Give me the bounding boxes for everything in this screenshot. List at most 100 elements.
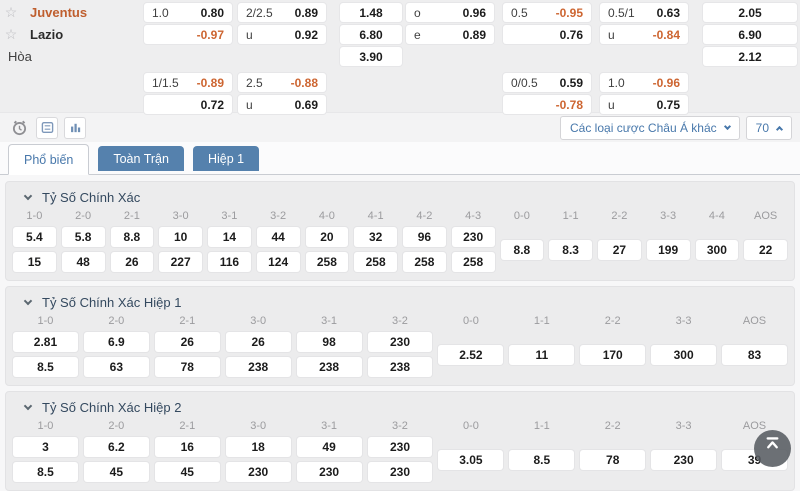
odds-cell[interactable]: 170 [580, 344, 646, 365]
odds-cell[interactable]: 199 [646, 239, 690, 260]
odds-cell[interactable]: 230 [367, 437, 433, 457]
score-column-header: 1-0 [37, 315, 54, 327]
odds-cell[interactable]: 1.0 0.80 [144, 3, 232, 22]
odds-cell[interactable]: 2.81 [13, 332, 78, 352]
odds-cell[interactable]: 96 [403, 227, 446, 247]
odds-cell[interactable]: 238 [225, 357, 291, 377]
odds-cell[interactable]: 49 [296, 437, 362, 457]
odds-cell[interactable]: 11 [509, 344, 575, 365]
odds-cell[interactable]: 0.76 [503, 25, 591, 44]
odds-cell[interactable]: 6.2 [83, 437, 149, 457]
odds-cell[interactable]: 230 [651, 449, 717, 470]
section-header[interactable]: Tỷ Số Chính Xác [10, 187, 790, 208]
odds-cell[interactable]: e 0.89 [406, 25, 494, 44]
odds-cell[interactable]: 238 [296, 357, 362, 377]
odds-cell[interactable]: 2.05 [703, 3, 797, 22]
odds-cell[interactable]: 26 [225, 332, 291, 352]
odds-cell[interactable]: u -0.84 [600, 25, 688, 44]
odds-cell[interactable]: 227 [159, 252, 202, 272]
asian-bets-dropdown[interactable]: Các loại cược Châu Á khác [560, 115, 740, 140]
odds-cell[interactable]: 230 [367, 332, 433, 352]
odds-cell[interactable]: 258 [354, 252, 397, 272]
odds-cell[interactable]: 6.9 [83, 332, 149, 352]
odds-cell[interactable]: 300 [651, 344, 717, 365]
odds-cell[interactable]: 45 [83, 462, 149, 482]
odds-cell[interactable]: 15 [13, 252, 56, 272]
odds-cell[interactable]: 63 [83, 357, 149, 377]
odds-cell[interactable]: 230 [225, 462, 291, 482]
odds-cell[interactable]: u 0.92 [238, 25, 326, 44]
odds-cell[interactable]: 26 [110, 252, 154, 272]
star-icon[interactable]: ☆ [4, 26, 18, 42]
odds-cell[interactable]: 5.8 [61, 227, 105, 247]
odds-cell[interactable]: u 0.69 [238, 95, 326, 114]
odds-cell[interactable]: -0.78 [503, 95, 591, 114]
odds-cell[interactable]: 124 [256, 252, 300, 272]
odds-cell[interactable]: 10 [159, 227, 202, 247]
odds-cell[interactable]: 27 [598, 239, 641, 260]
section-header[interactable]: Tỷ Số Chính Xác Hiệp 1 [10, 292, 790, 313]
odds-cell[interactable]: 2/2.5 0.89 [238, 3, 326, 22]
odds-cell[interactable]: 8.5 [13, 357, 78, 377]
odds-cell[interactable]: 18 [225, 437, 291, 457]
odds-cell[interactable]: 230 [367, 462, 433, 482]
odds-cell[interactable]: 78 [154, 357, 220, 377]
odds-cell[interactable]: 230 [451, 227, 495, 247]
alarm-icon[interactable] [8, 117, 30, 139]
odds-cell[interactable]: 14 [208, 227, 251, 247]
odds-cell[interactable]: 3.05 [438, 449, 504, 470]
odds-cell[interactable]: 98 [296, 332, 362, 352]
odds-cell[interactable]: 8.3 [549, 239, 592, 260]
odds-cell[interactable]: 3.90 [340, 47, 402, 66]
tab-hiep-1[interactable]: Hiệp 1 [192, 146, 260, 171]
odds-cell[interactable]: 3 [13, 437, 78, 457]
tab-pho-bien[interactable]: Phổ biến [8, 144, 90, 175]
odds-cell[interactable]: 0.5/1 0.63 [600, 3, 688, 22]
odds-cell[interactable]: 8.8 [500, 239, 544, 260]
odds-cell[interactable]: 1.0 -0.96 [600, 73, 688, 92]
odds-cell[interactable]: 48 [61, 252, 105, 272]
odds-cell[interactable]: 258 [305, 252, 349, 272]
odds-cell[interactable]: 44 [256, 227, 300, 247]
odds-cell[interactable]: 16 [154, 437, 220, 457]
odds-cell[interactable]: u 0.75 [600, 95, 688, 114]
tab-toan-tran[interactable]: Toàn Trận [98, 146, 184, 171]
odds-cell[interactable]: 6.90 [703, 25, 797, 44]
odds-cell[interactable]: 8.8 [110, 227, 154, 247]
odds-cell[interactable]: 300 [695, 239, 739, 260]
odds-cell[interactable]: 45 [154, 462, 220, 482]
odds-cell[interactable]: 258 [403, 252, 446, 272]
odds-cell[interactable]: 2.52 [438, 344, 504, 365]
odds-cell[interactable]: 0.5 -0.95 [503, 3, 591, 22]
odds-cell[interactable]: 2.12 [703, 47, 797, 66]
odds-cell[interactable]: o 0.96 [406, 3, 494, 22]
odds-cell[interactable]: 5.4 [13, 227, 56, 247]
odds-cell[interactable]: 78 [580, 449, 646, 470]
odds-cell[interactable]: 26 [154, 332, 220, 352]
odds-cell[interactable]: 20 [305, 227, 349, 247]
star-icon[interactable]: ☆ [4, 4, 18, 20]
collapse-markets-button[interactable]: 70 [745, 115, 792, 140]
bar-chart-icon[interactable] [64, 116, 86, 139]
odds-cell[interactable]: 83 [722, 344, 787, 365]
odds-cell[interactable]: 8.5 [509, 449, 575, 470]
odds-cell[interactable]: 8.5 [13, 462, 78, 482]
odds-cell[interactable]: 230 [296, 462, 362, 482]
odds-board-icon[interactable] [36, 116, 58, 139]
odds-cell[interactable]: 2.5 -0.88 [238, 73, 326, 92]
odds-cell[interactable]: 22 [744, 239, 787, 260]
odds-cell[interactable]: 238 [367, 357, 433, 377]
back-to-top-button[interactable] [754, 430, 791, 467]
draw-column: 2-2 27 [595, 209, 644, 272]
section-header[interactable]: Tỷ Số Chính Xác Hiệp 2 [10, 397, 790, 418]
odds-cell[interactable]: 116 [208, 252, 251, 272]
odds-cell[interactable]: 0.72 [144, 95, 232, 114]
odds-cell[interactable]: 1.48 [340, 3, 402, 22]
odds-cell[interactable]: 0/0.5 0.59 [503, 73, 591, 92]
score-column: 4-1 32 258 [351, 209, 400, 272]
odds-cell[interactable]: 6.80 [340, 25, 402, 44]
odds-cell[interactable]: 32 [354, 227, 397, 247]
odds-cell[interactable]: 1/1.5 -0.89 [144, 73, 232, 92]
odds-cell[interactable]: -0.97 [144, 25, 232, 44]
odds-cell[interactable]: 258 [451, 252, 495, 272]
